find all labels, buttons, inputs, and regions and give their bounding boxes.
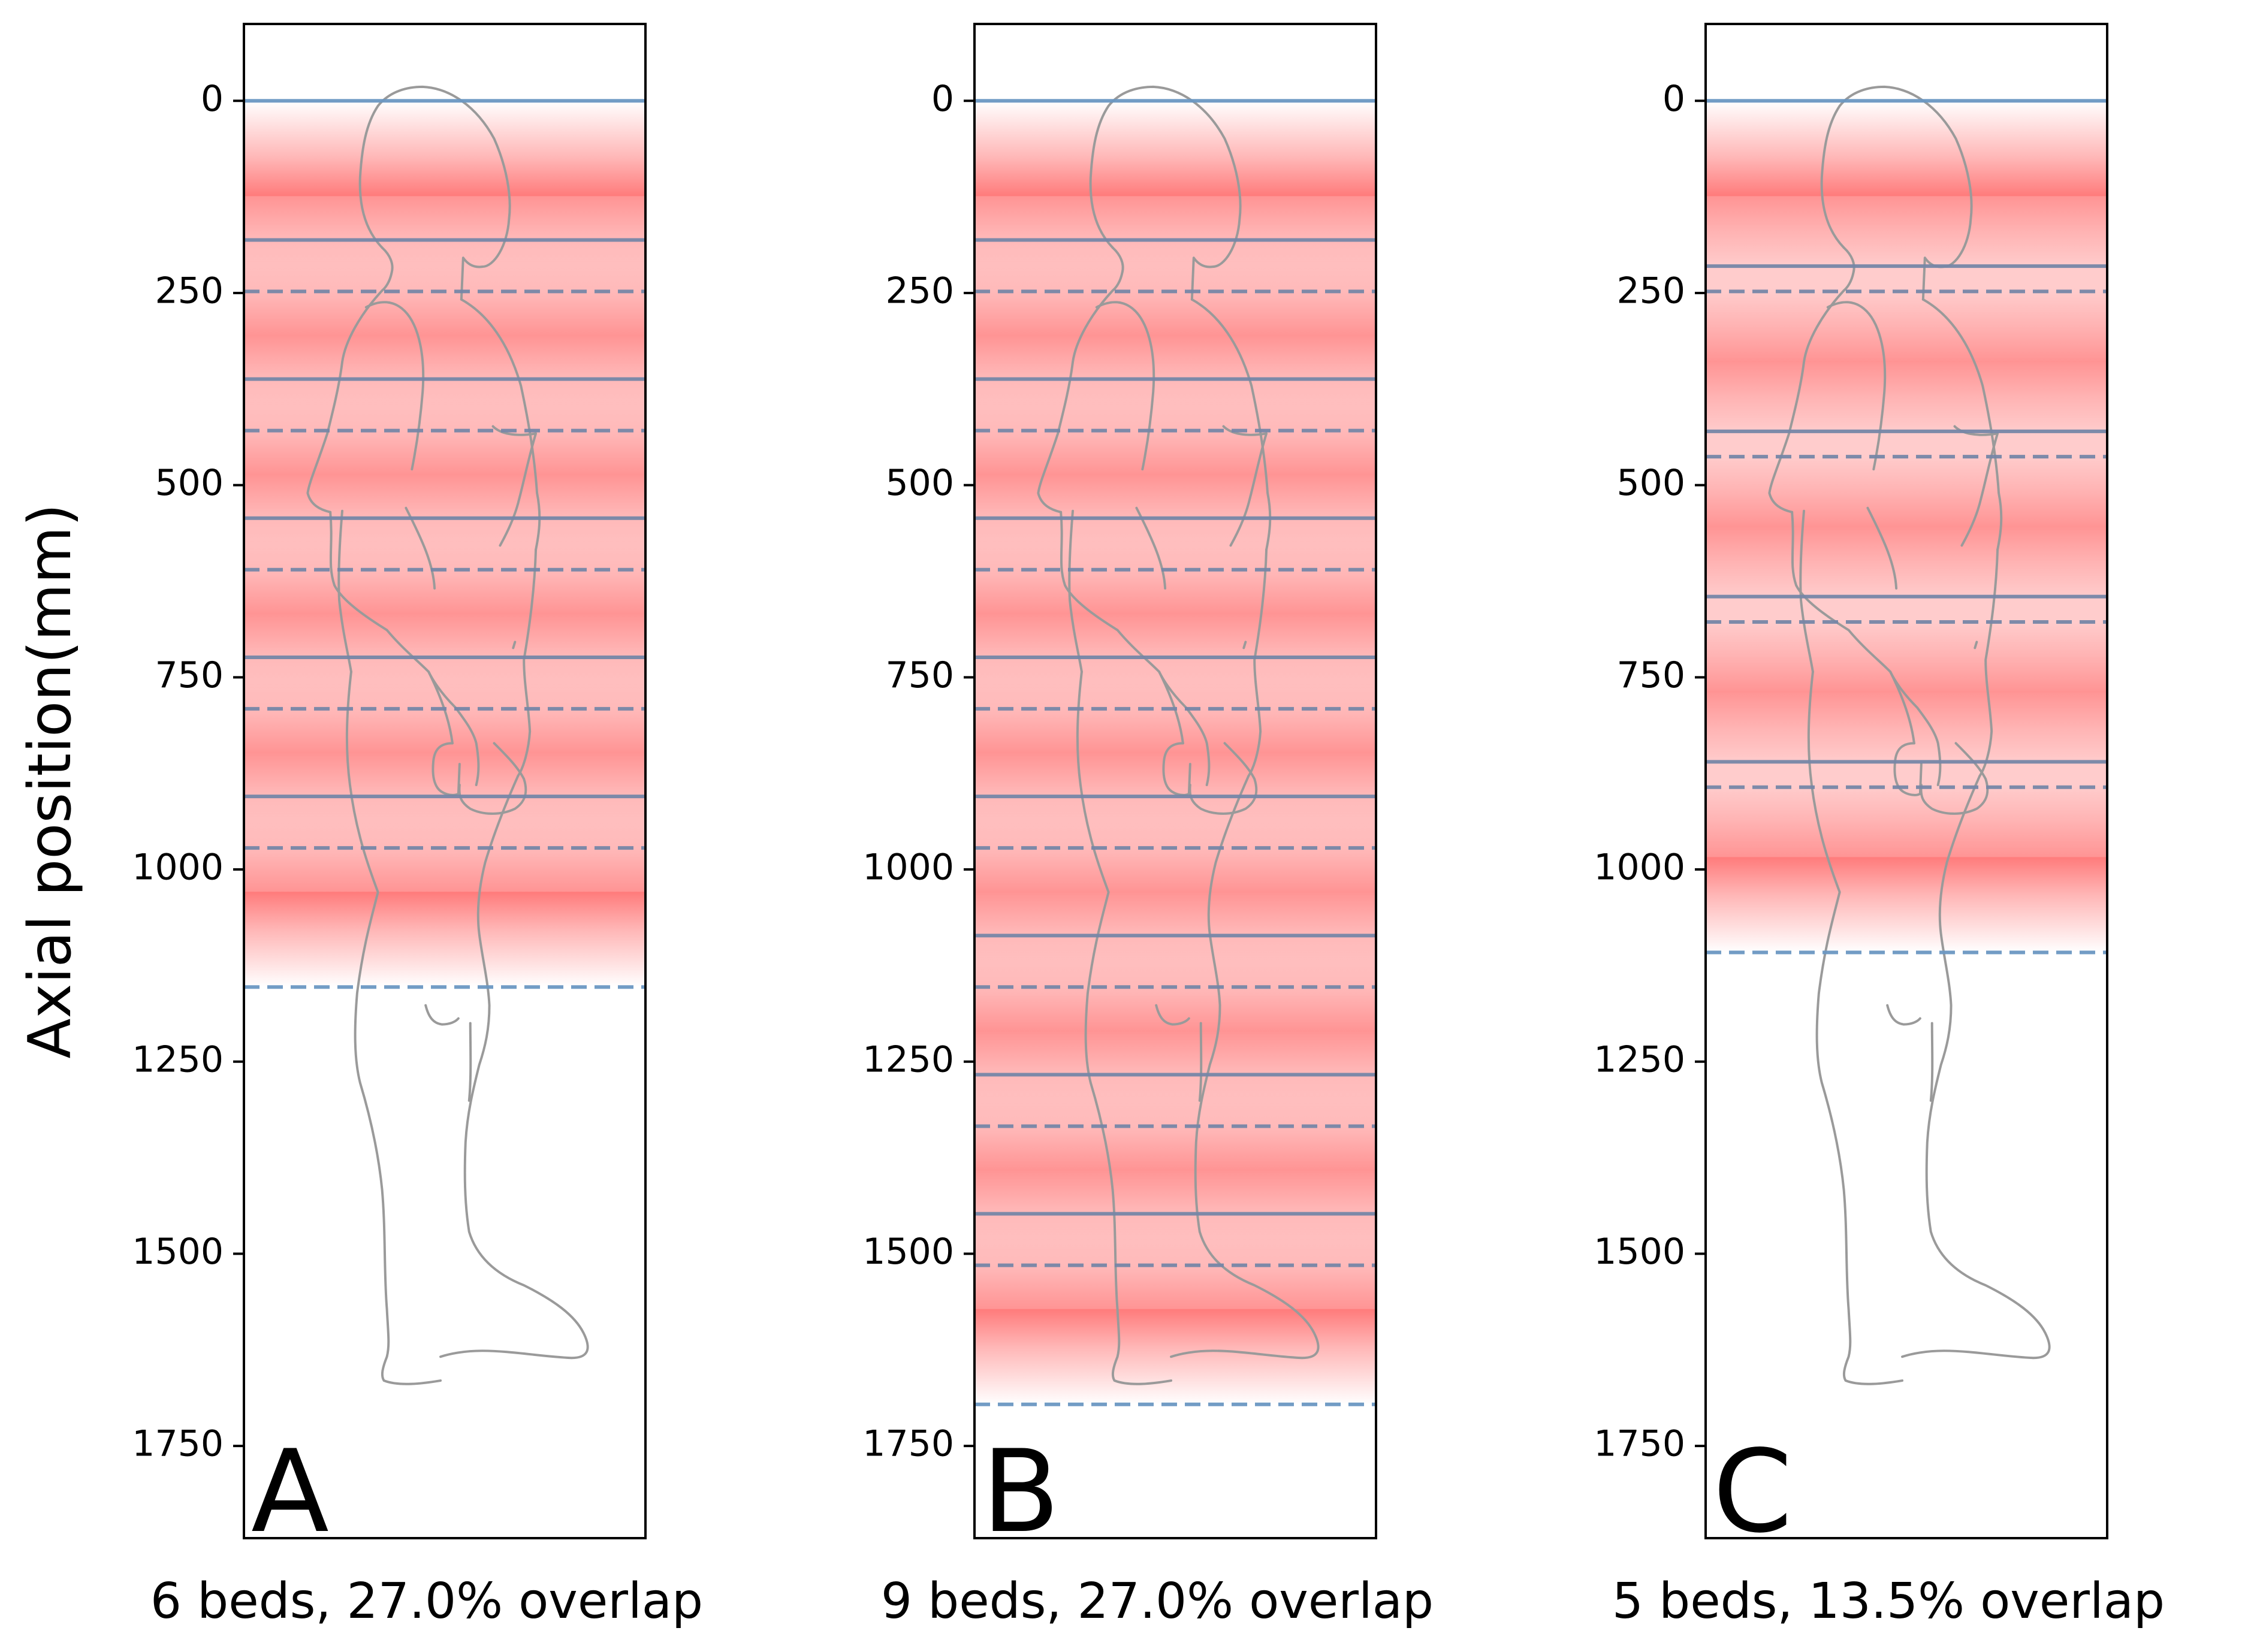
y-tick-label: 1250 [1594,1038,1685,1080]
y-tick-label: 1000 [132,847,224,889]
y-tick-label: 1750 [132,1423,224,1465]
panel-letter: C [1713,1426,1793,1558]
plateau-fill [974,613,1376,753]
y-tick-label: 0 [931,78,954,120]
y-tick-label: 1750 [862,1423,954,1465]
bed-coverage-1 [1706,101,2107,292]
plateau-fill [244,753,645,892]
bed-boundaries [1706,99,2107,955]
plateau-fill [1706,526,2107,692]
y-tick-label: 250 [155,270,224,312]
bed-boundaries [244,99,645,989]
panel-frame [243,23,647,1539]
y-tick-label: 1000 [862,847,954,889]
plateau-fill [244,196,645,336]
plateau-fill [1706,196,2107,362]
y-ticks: 0 250 500 750 1000 1250 1500 1750 [1594,78,1706,1465]
coverage-bands [244,101,645,987]
plateau-fill [974,753,1376,892]
plateau-fill [244,335,645,475]
y-tick-label: 500 [885,462,954,504]
plateau-fill [244,613,645,753]
y-tick-label: 1250 [132,1038,224,1080]
bed-boundaries [974,99,1376,1406]
y-tick-label: 0 [201,78,224,120]
y-axis-label: Axial position(mm) [16,503,85,1058]
plateau-fill [974,1170,1376,1309]
coverage-bands [974,101,1376,1405]
y-tick-label: 750 [155,654,224,696]
panel-subtitle: 5 beds, 13.5% overlap [1612,1573,2165,1630]
y-tick-label: 0 [1662,78,1685,120]
y-tick-label: 500 [155,462,224,504]
y-tick-label: 1000 [1594,847,1685,889]
panel-subtitle: 6 beds, 27.0% overlap [150,1573,703,1630]
y-tick-label: 1250 [862,1038,954,1080]
plateau-fill [1706,691,2107,857]
plateau-fill [974,892,1376,1031]
y-ticks: 0 250 500 750 1000 1250 1500 1750 [132,78,244,1465]
panel-letter: B [982,1426,1060,1558]
y-tick-label: 1500 [1594,1231,1685,1273]
panel-c: 0 250 500 750 1000 1250 1500 1750 C 5 beds, 13.5%… [1594,23,2165,1630]
y-tick-label: 1750 [1594,1423,1685,1465]
y-tick-label: 1500 [862,1231,954,1273]
bed-coverage-3 [1706,431,2107,622]
plateau-fill [974,196,1376,336]
plateau-fill [974,474,1376,614]
panel-frame [973,23,1377,1539]
y-tick-label: 500 [1616,462,1685,504]
plateau-fill [1706,361,2107,527]
panel-letter: A [251,1426,329,1558]
bed-coverage-2 [1706,266,2107,457]
panel-b: 0 250 500 750 1000 1250 1500 1750 B 9 beds, 27.0%… [862,23,1434,1630]
y-ticks: 0 250 500 750 1000 1250 1500 1750 [862,78,974,1465]
y-tick-label: 750 [1616,654,1685,696]
coverage-bands [1706,101,2107,953]
plateau-fill [974,335,1376,475]
plateau-fill [244,474,645,614]
panel-subtitle: 9 beds, 27.0% overlap [881,1573,1434,1630]
y-tick-label: 750 [885,654,954,696]
plateau-fill [974,1031,1376,1170]
bed-coverage-6 [244,796,645,987]
y-tick-label: 250 [885,270,954,312]
y-tick-label: 250 [1616,270,1685,312]
panel-frame [1704,23,2108,1539]
bed-coverage-9 [974,1213,1376,1405]
y-tick-label: 1500 [132,1231,224,1273]
panel-a: 0 250 500 750 1000 1250 1500 1750 A 6 beds, 27.0%… [132,23,703,1630]
bed-coverage-4 [1706,596,2107,787]
